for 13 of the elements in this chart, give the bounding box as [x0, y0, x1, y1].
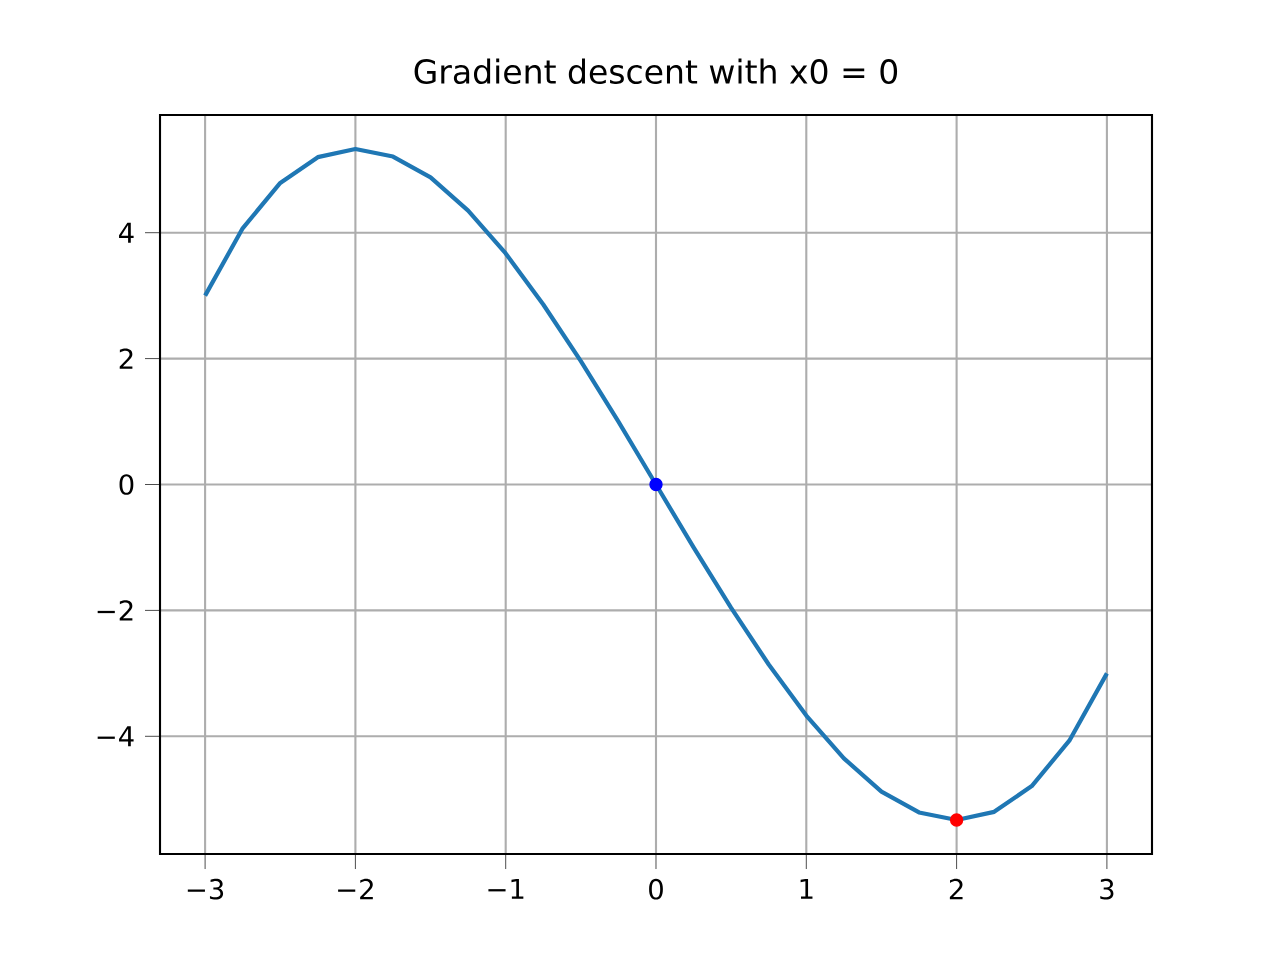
y-tick-label: 0 — [119, 474, 134, 495]
x-tick-label: 0 — [649, 878, 663, 900]
x-tick-label: −3 — [187, 878, 224, 900]
x-tick-label: −1 — [488, 878, 524, 899]
x-tick-label: 1 — [800, 878, 813, 899]
chart-title: Gradient descent with x0 = 0 — [414, 58, 898, 85]
x-tick-label: −2 — [338, 878, 373, 900]
y-tick-label: −4 — [97, 726, 134, 747]
y-tick-label: 4 — [119, 222, 134, 243]
y-tick-label: 2 — [119, 348, 133, 369]
y-tick-label: −2 — [97, 600, 133, 621]
x-tick-label: 2 — [949, 878, 963, 900]
x-tick-label: 3 — [1100, 878, 1114, 900]
